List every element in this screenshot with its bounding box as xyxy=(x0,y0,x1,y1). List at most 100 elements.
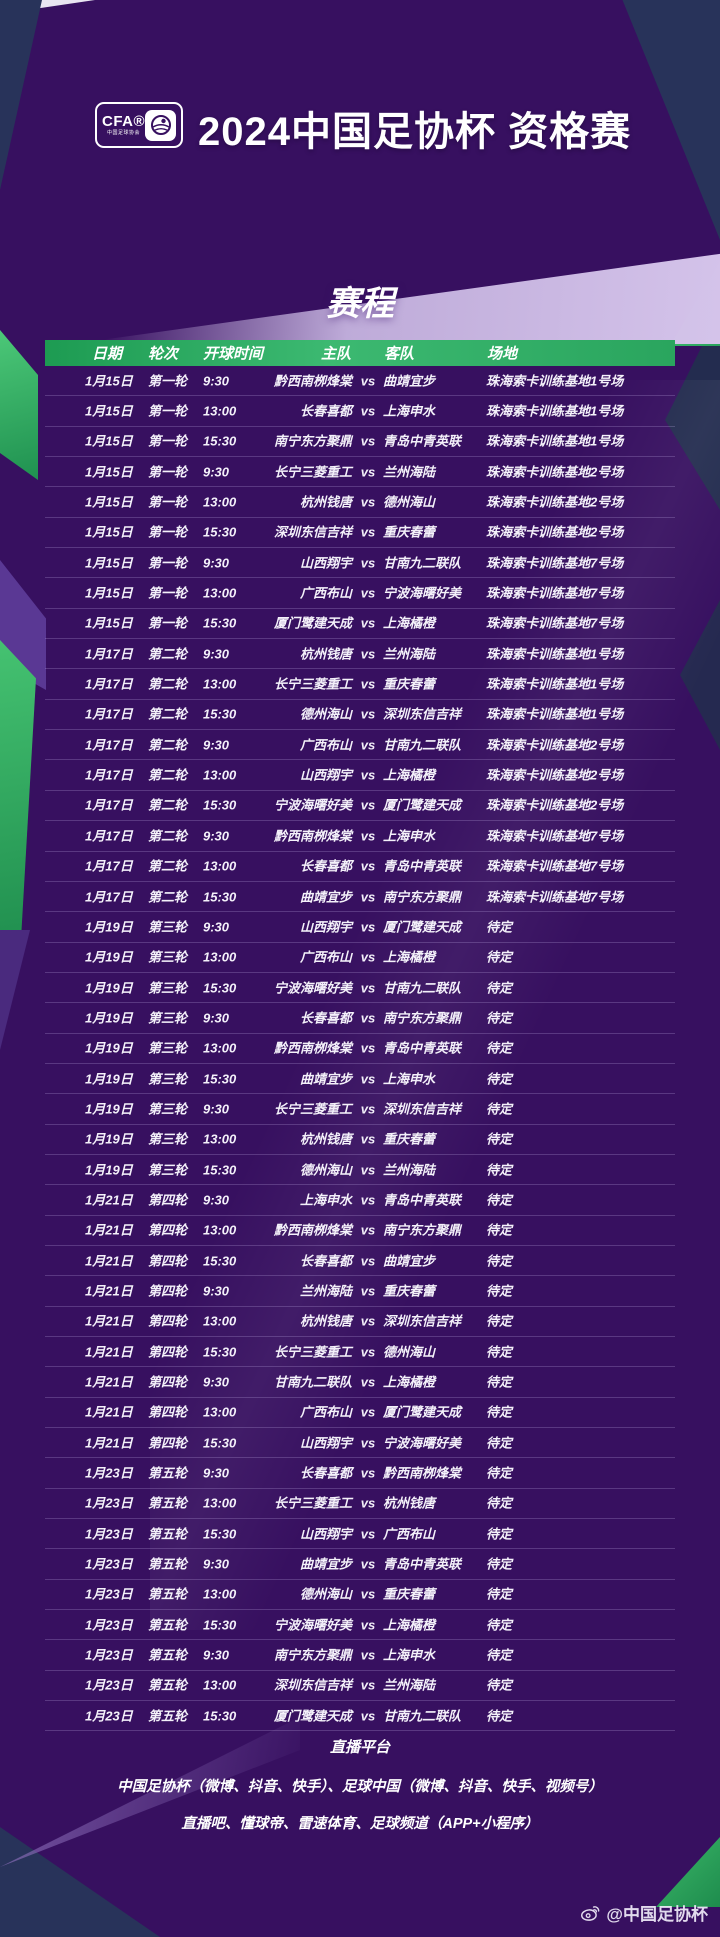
vs-label: vs xyxy=(360,1222,376,1238)
cell-round: 第一轮 xyxy=(148,373,188,389)
vs-label: vs xyxy=(360,767,376,783)
cell-date: 1月23日 xyxy=(85,1677,133,1693)
table-row: 1月19日 第三轮 15:30 宁波海曙好美 vs 甘南九二联队 待定 xyxy=(45,973,675,1004)
cell-round: 第四轮 xyxy=(148,1404,188,1420)
cell-date: 1月15日 xyxy=(85,615,133,631)
cell-date: 1月15日 xyxy=(85,464,133,480)
cell-round: 第四轮 xyxy=(148,1192,188,1208)
vs-label: vs xyxy=(360,1465,376,1481)
cell-venue: 珠海索卡训练基地7号场 xyxy=(486,585,624,601)
cell-date: 1月15日 xyxy=(85,403,133,419)
cell-round: 第五轮 xyxy=(148,1617,188,1633)
cell-venue: 待定 xyxy=(486,949,513,965)
table-row: 1月17日 第二轮 9:30 黔西南栁烽棠 vs 上海申水 珠海索卡训练基地7号… xyxy=(45,821,675,852)
cell-home-team: 深圳东信吉祥 xyxy=(273,1677,352,1693)
cell-away-team: 兰州海陆 xyxy=(383,1162,436,1178)
cell-date: 1月21日 xyxy=(85,1253,133,1269)
cfa-chinese-name: 中国足球协会 xyxy=(107,130,141,136)
cell-home-team: 甘南九二联队 xyxy=(273,1374,352,1390)
cell-home-team: 深圳东信吉祥 xyxy=(273,524,352,540)
vs-label: vs xyxy=(360,676,376,692)
table-row: 1月21日 第四轮 9:30 上海申水 vs 青岛中青英联 待定 xyxy=(45,1185,675,1216)
cell-venue: 珠海索卡训练基地1号场 xyxy=(486,676,624,692)
cell-away-team: 德州海山 xyxy=(383,494,436,510)
cell-time: 15:30 xyxy=(203,1162,237,1178)
table-row: 1月17日 第二轮 13:00 长春喜都 vs 青岛中青英联 珠海索卡训练基地7… xyxy=(45,852,675,882)
cell-away-team: 重庆春蕾 xyxy=(383,1586,436,1602)
table-header: 日期 轮次 开球时间 主队 客队 场地 xyxy=(45,340,675,366)
cell-away-team: 南宁东方聚鼎 xyxy=(383,1222,462,1238)
cell-date: 1月23日 xyxy=(85,1465,133,1481)
vs-label: vs xyxy=(360,373,376,389)
cell-time: 9:30 xyxy=(203,373,230,389)
cell-venue: 珠海索卡训练基地1号场 xyxy=(486,706,624,722)
table-row: 1月23日 第五轮 9:30 曲靖宜步 vs 青岛中青英联 待定 xyxy=(45,1549,675,1580)
cell-away-team: 甘南九二联队 xyxy=(383,980,462,996)
cell-away-team: 兰州海陆 xyxy=(383,464,436,480)
vs-label: vs xyxy=(360,1344,376,1360)
table-row: 1月17日 第二轮 9:30 杭州钱唐 vs 兰州海陆 珠海索卡训练基地1号场 xyxy=(45,639,675,670)
cell-time: 15:30 xyxy=(203,889,237,905)
cell-date: 1月15日 xyxy=(85,555,133,571)
cell-home-team: 山西翔宇 xyxy=(299,919,352,935)
vs-label: vs xyxy=(360,494,376,510)
table-row: 1月19日 第三轮 13:00 黔西南栁烽棠 vs 青岛中青英联 待定 xyxy=(45,1034,675,1064)
cell-venue: 珠海索卡训练基地1号场 xyxy=(486,373,624,389)
cell-venue: 珠海索卡训练基地7号场 xyxy=(486,889,624,905)
cell-home-team: 山西翔宇 xyxy=(299,555,352,571)
cell-away-team: 上海橘橙 xyxy=(383,767,436,783)
cell-away-team: 上海申水 xyxy=(383,1647,436,1663)
cell-home-team: 黔西南栁烽棠 xyxy=(273,1040,352,1056)
table-row: 1月15日 第一轮 9:30 山西翔宇 vs 甘南九二联队 珠海索卡训练基地7号… xyxy=(45,548,675,579)
cell-round: 第一轮 xyxy=(148,615,188,631)
cell-round: 第五轮 xyxy=(148,1495,188,1511)
cell-round: 第三轮 xyxy=(148,1071,188,1087)
cell-venue: 待定 xyxy=(486,919,513,935)
col-header-time: 开球时间 xyxy=(203,345,264,363)
cell-round: 第四轮 xyxy=(148,1435,188,1451)
cell-date: 1月15日 xyxy=(85,585,133,601)
cell-round: 第五轮 xyxy=(148,1708,188,1724)
cell-home-team: 上海申水 xyxy=(299,1192,352,1208)
vs-label: vs xyxy=(360,1708,376,1724)
cell-away-team: 厦门鹭建天成 xyxy=(383,919,462,935)
cell-round: 第三轮 xyxy=(148,980,188,996)
cell-time: 15:30 xyxy=(203,1344,237,1360)
cell-round: 第二轮 xyxy=(148,646,188,662)
cell-time: 13:00 xyxy=(203,858,237,874)
cell-venue: 待定 xyxy=(486,1344,513,1360)
table-row: 1月15日 第一轮 13:00 广西布山 vs 宁波海曙好美 珠海索卡训练基地7… xyxy=(45,578,675,609)
cell-home-team: 南宁东方聚鼎 xyxy=(273,1647,352,1663)
cell-away-team: 重庆春蕾 xyxy=(383,1131,436,1147)
cell-home-team: 广西布山 xyxy=(299,737,352,753)
cell-date: 1月21日 xyxy=(85,1344,133,1360)
cell-venue: 珠海索卡训练基地7号场 xyxy=(486,828,624,844)
cell-time: 13:00 xyxy=(203,949,237,965)
broadcast-title: 直播平台 xyxy=(329,1739,390,1756)
table-row: 1月21日 第四轮 15:30 长宁三菱重工 vs 德州海山 待定 xyxy=(45,1337,675,1368)
cfa-emblem xyxy=(145,109,176,141)
cell-date: 1月17日 xyxy=(85,767,133,783)
cell-venue: 待定 xyxy=(486,1010,513,1026)
cell-home-team: 黔西南栁烽棠 xyxy=(273,828,352,844)
table-row: 1月19日 第三轮 9:30 山西翔宇 vs 厦门鹭建天成 待定 xyxy=(45,912,675,943)
vs-label: vs xyxy=(360,737,376,753)
cell-home-team: 杭州钱唐 xyxy=(299,1131,352,1147)
vs-label: vs xyxy=(360,797,376,813)
cell-date: 1月19日 xyxy=(85,1040,133,1056)
cell-time: 15:30 xyxy=(203,433,237,449)
vs-label: vs xyxy=(360,1586,376,1602)
cell-time: 13:00 xyxy=(203,403,237,419)
cell-home-team: 长宁三菱重工 xyxy=(273,464,352,480)
cell-home-team: 厦门鹭建天成 xyxy=(273,1708,352,1724)
vs-label: vs xyxy=(360,1283,376,1299)
vs-label: vs xyxy=(360,1010,376,1026)
cell-venue: 待定 xyxy=(486,1283,513,1299)
cell-away-team: 甘南九二联队 xyxy=(383,555,462,571)
cell-home-team: 黔西南栁烽棠 xyxy=(273,1222,352,1238)
cell-round: 第五轮 xyxy=(148,1677,188,1693)
cell-date: 1月21日 xyxy=(85,1222,133,1238)
cell-time: 15:30 xyxy=(203,706,237,722)
cell-date: 1月21日 xyxy=(85,1374,133,1390)
